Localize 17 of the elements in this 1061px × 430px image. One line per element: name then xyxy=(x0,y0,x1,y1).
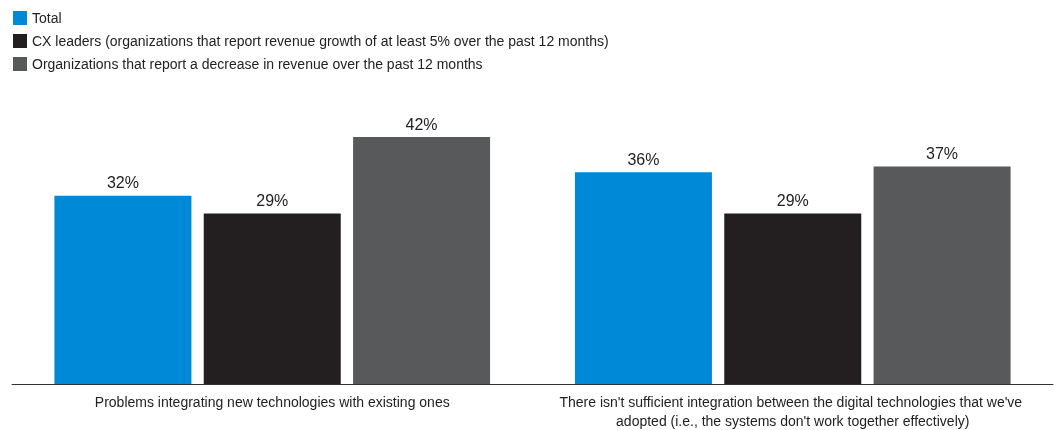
data-label: 36% xyxy=(627,150,660,168)
data-label: 29% xyxy=(256,191,289,209)
data-label: 37% xyxy=(926,144,959,162)
bar xyxy=(203,213,341,384)
legend-label: CX leaders (organizations that report revenue growth of at least 5% over the past 12 months) xyxy=(32,33,609,49)
legend-label: Total xyxy=(32,10,62,26)
data-label: 42% xyxy=(405,115,438,133)
bar xyxy=(574,172,712,384)
legend-label: Organizations that report a decrease in revenue over the past 12 months xyxy=(32,56,483,72)
x-tick-label: There isn't sufficient integration between the digital technologies that we've adopted (i.e., the systems don't work together effectively) xyxy=(559,393,1027,429)
data-label: 29% xyxy=(776,191,809,209)
bar xyxy=(353,137,491,384)
bar xyxy=(54,195,192,384)
data-label: 32% xyxy=(106,174,139,192)
bar xyxy=(724,213,862,384)
x-tick-label: Problems integrating new technologies with existing ones xyxy=(94,393,450,410)
bar xyxy=(873,166,1011,384)
